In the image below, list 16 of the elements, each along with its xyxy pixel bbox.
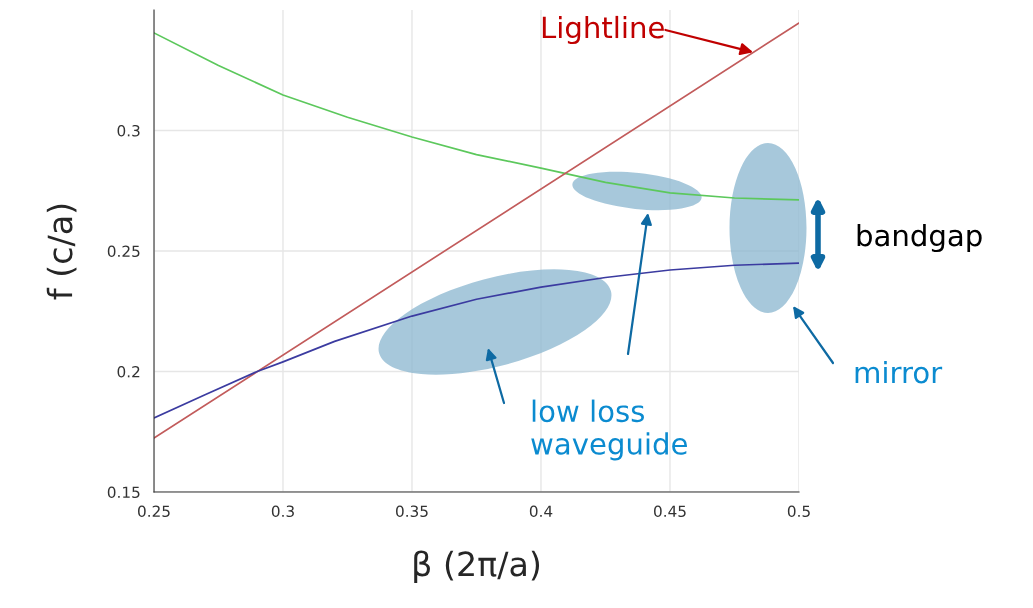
x-tick-label: 0.4 [529,505,553,518]
x-tick-label: 0.35 [396,505,428,518]
annotation: low loss waveguide [531,399,687,461]
x-tick-label: 0.25 [138,505,170,518]
x-tick-label: 0.3 [271,505,294,518]
y-tick-label: 0.15 [107,486,140,499]
y-tick-label: 0.2 [117,365,140,378]
y-tick-label: 0.25 [107,245,140,258]
y-axis-title: f (c/a) [46,204,77,300]
y-tick-label: 0.3 [117,124,140,137]
x-tick-label: 0.5 [787,505,810,518]
annotation: Lightline [542,15,664,45]
x-axis-title: β (2π/a) [414,550,540,583]
text: bandgap [857,223,982,253]
text: mirror [855,360,943,384]
x-tick-label: 0.45 [654,505,686,518]
